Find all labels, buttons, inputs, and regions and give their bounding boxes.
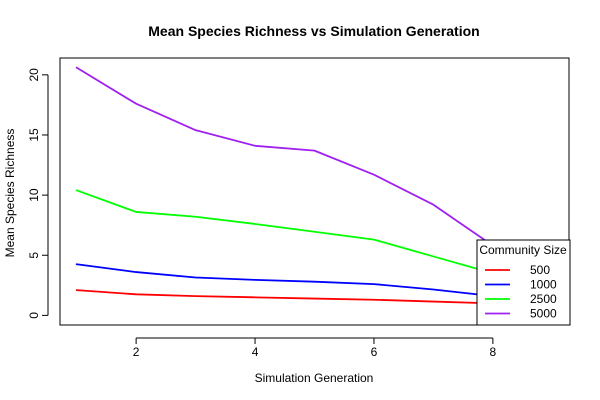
y-tick-label: 10: [27, 188, 41, 202]
legend-label-500: 500: [530, 263, 550, 277]
plot-frame: [59, 57, 570, 326]
legend-title: Community Size: [479, 243, 567, 257]
legend-box: [476, 239, 571, 326]
y-tick-label: 15: [27, 128, 41, 142]
y-tick-label: 20: [27, 68, 41, 82]
x-tick-label: 8: [490, 345, 497, 359]
y-tick-label: 0: [27, 312, 41, 319]
y-axis-label: Mean Species Richness: [3, 129, 17, 258]
axes: 2 4 6 8 0 5 10 15 20: [27, 68, 497, 359]
legend-label-2500: 2500: [530, 292, 557, 306]
series-line-2500: [75, 189, 494, 275]
x-axis-label: Simulation Generation: [255, 371, 374, 385]
series-lines: [75, 66, 494, 305]
y-tick-label: 5: [27, 252, 41, 259]
series-line-5000: [75, 66, 494, 247]
chart-title: Mean Species Richness vs Simulation Gene…: [148, 23, 479, 39]
legend-label-5000: 5000: [530, 307, 557, 321]
legend-label-1000: 1000: [530, 278, 557, 292]
x-tick-label: 4: [252, 345, 259, 359]
x-tick-label: 6: [371, 345, 378, 359]
x-tick-label: 2: [133, 345, 140, 359]
series-line-1000: [75, 263, 494, 298]
series-line-500: [75, 289, 494, 305]
